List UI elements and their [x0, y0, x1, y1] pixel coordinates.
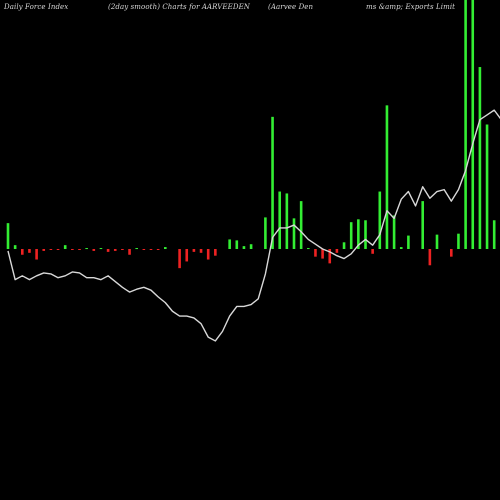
force-index-bar — [264, 217, 267, 249]
force-index-bar — [85, 248, 88, 250]
force-index-bar — [42, 249, 46, 251]
force-index-bar — [63, 245, 67, 249]
force-index-bar — [364, 220, 367, 249]
force-index-bar — [185, 249, 189, 262]
force-index-bar — [99, 248, 103, 250]
force-index-bar — [49, 249, 53, 250]
force-index-bar — [385, 105, 389, 249]
force-index-bar — [399, 247, 403, 249]
force-index-bar — [335, 249, 339, 253]
force-index-bar — [78, 249, 81, 250]
force-index-bar — [235, 240, 239, 249]
force-index-bar — [56, 249, 60, 250]
chart-header-company: (Aarvee Den — [268, 3, 314, 11]
force-index-bar — [450, 249, 453, 257]
force-index-bar — [292, 218, 296, 249]
force-index-bar — [435, 234, 439, 249]
force-index-bar — [392, 215, 396, 249]
force-index-bar — [142, 249, 146, 250]
force-index-bar — [428, 249, 432, 266]
force-index-bar — [457, 233, 460, 249]
force-index-bar — [492, 220, 496, 249]
force-index-bar — [21, 249, 24, 255]
force-index-bar — [371, 249, 374, 254]
force-index-bar — [299, 201, 303, 249]
force-index-bar — [13, 245, 17, 249]
force-index-bar — [321, 249, 324, 259]
smoothed-force-line — [7, 109, 500, 342]
force-index-bar — [135, 248, 138, 250]
force-index-bar — [121, 249, 124, 250]
force-index-bar — [92, 249, 96, 251]
force-index-bar — [378, 191, 382, 249]
force-index-bar — [328, 249, 332, 264]
chart-header-left: Daily Force Index — [4, 3, 69, 11]
force-index-bar — [206, 249, 210, 260]
force-index-bar — [421, 201, 424, 249]
force-index-bar — [199, 249, 203, 253]
force-index-bar — [71, 249, 74, 250]
force-index-bar — [192, 249, 196, 252]
force-index-bar — [178, 249, 181, 269]
force-index-bar — [35, 249, 38, 260]
force-index-bar — [156, 249, 160, 250]
force-index-bar — [349, 222, 353, 249]
force-index-bar — [314, 249, 317, 257]
force-index-bar — [128, 249, 131, 255]
force-index-bar — [464, 0, 467, 249]
force-index-bar — [106, 249, 110, 252]
force-index-bar — [285, 193, 289, 249]
force-index-bar — [407, 235, 410, 249]
force-index-bar — [113, 249, 117, 251]
chart-header-title: (2day smooth) Charts for AARVEEDEN — [108, 3, 250, 11]
force-index-bar — [242, 246, 246, 249]
force-index-bar — [471, 0, 475, 249]
force-index-bar — [214, 249, 217, 256]
force-index-bar — [357, 219, 360, 249]
force-index-bar — [149, 249, 153, 250]
force-index-bar — [249, 244, 253, 249]
force-index-bar — [478, 67, 482, 249]
force-index-bar — [307, 248, 310, 250]
chart-header-company-cont: ms &amp; Exports Limit — [366, 3, 456, 11]
force-index-bar — [271, 116, 274, 249]
force-index-bar — [6, 223, 10, 249]
force-index-bar — [228, 239, 231, 249]
force-index-bar — [342, 242, 346, 249]
force-index-bar — [278, 191, 281, 249]
force-index-bar — [485, 124, 489, 249]
force-index-bar — [28, 249, 31, 253]
force-index-bar — [164, 247, 167, 249]
